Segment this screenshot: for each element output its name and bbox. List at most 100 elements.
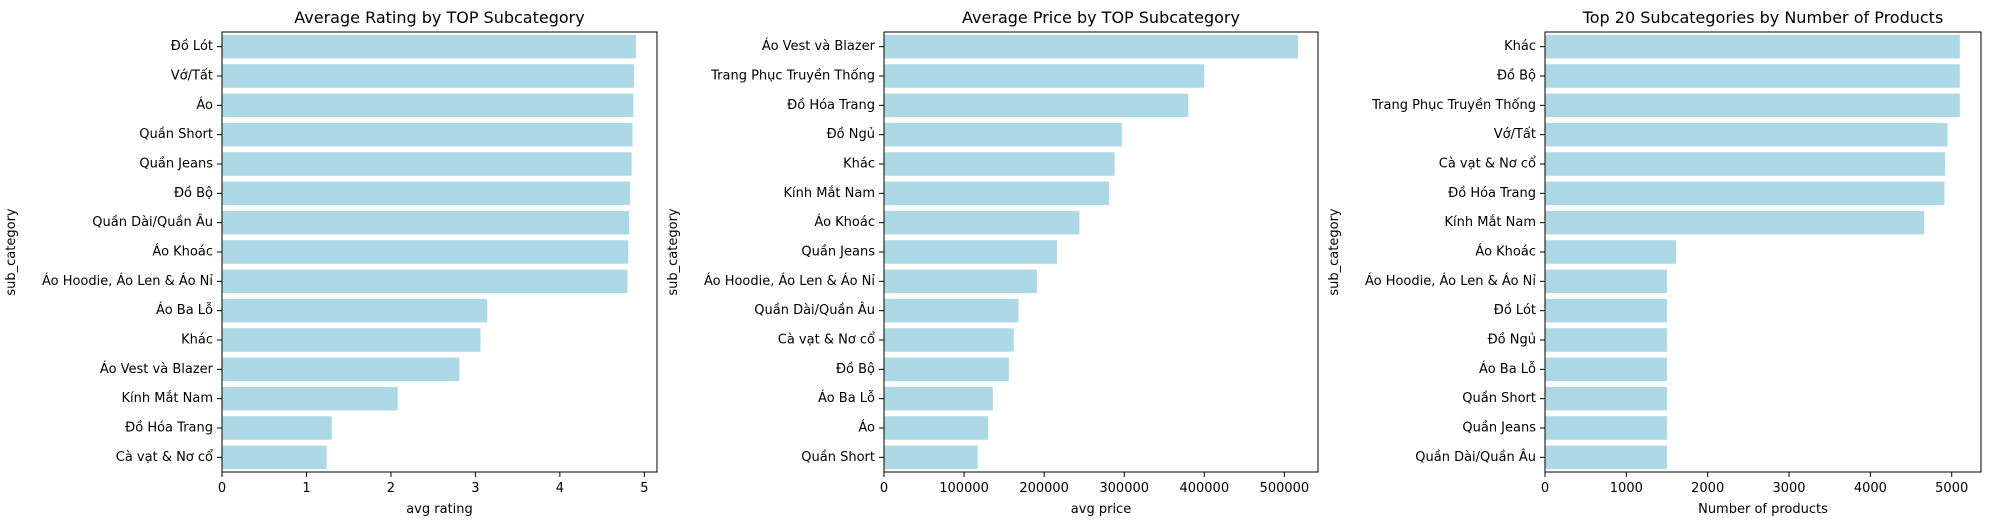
x-tick-label: 2 [387,481,395,496]
y-tick-label: Khác [1504,39,1536,54]
y-tick-label: Khác [181,333,213,348]
bar [884,122,1122,147]
bar [1545,152,1946,176]
y-tick-label: Áo Ba Lỗ [1479,361,1536,377]
x-tick-label: 500000 [1260,481,1310,496]
chart-panel-2: Áo Vest và Blazer Trang Phục Truyền Thống… [666,8,1319,517]
y-tick-label: Quần Dài/Quần Âu [92,214,213,230]
bar [1545,64,1960,88]
y-tick-label: Đồ Lót [1494,303,1536,318]
y-tick-label: Áo Vest và Blazer [100,361,214,377]
bar [1545,122,1948,147]
bar [222,210,630,235]
x-axis-label: Number of products [1698,502,1828,517]
bar [222,240,629,264]
x-tick-label: 2000 [1691,481,1724,496]
y-tick-label: Áo Ba Lỗ [156,302,213,318]
y-tick-label: Đồ Bộ [1497,69,1536,84]
bar [222,64,635,88]
bar [884,181,1110,206]
bar [222,328,481,352]
bar [1545,269,1668,294]
bar [884,357,1009,382]
plot-frame [1544,31,1982,473]
x-tick-label: 3 [471,481,479,496]
x-axis-label: avg price [1071,502,1131,517]
y-tick-label: Quần Short [801,450,875,465]
bar [222,152,632,176]
bar [222,357,460,382]
x-tick-label: 3000 [1772,481,1805,496]
bar [1545,357,1668,382]
y-tick-label: Quần Short [1462,391,1536,406]
bar [884,298,1019,323]
y-tick-label: Kính Mắt Nam [1444,215,1536,230]
bar [884,34,1298,59]
bar [1545,298,1668,323]
y-tick-label: Đồ Ngủ [1488,333,1536,348]
bar [1545,240,1676,264]
x-tick-label: 5000 [1935,481,1968,496]
x-tick-label: 300000 [1099,481,1149,496]
chart-title: Average Price by TOP Subcategory [962,8,1240,27]
y-tick-label: Áo Vest và Blazer [762,38,876,54]
bar [222,298,488,323]
y-tick-label: Trang Phục Truyền Thống [1371,98,1536,113]
y-tick-label: Cà vạt & Nơ cổ [778,333,875,348]
y-tick-label: Đồ Hóa Trang [125,421,213,436]
bar [884,269,1037,294]
bar [222,93,634,118]
bar [1545,34,1960,59]
x-tick-label: 200000 [1019,481,1069,496]
plot-frame [221,31,658,473]
x-tick-label: 400000 [1179,481,1229,496]
y-tick-label: Vớ/Tất [1494,127,1536,142]
y-tick-label: Trang Phục Truyền Thống [710,69,875,84]
y-tick-label: Đồ Ngủ [827,127,875,142]
bar [1545,210,1925,235]
x-tick-label: 5 [640,481,648,496]
x-tick-label: 1000 [1610,481,1643,496]
x-tick-label: 4 [556,481,564,496]
chart-title: Average Rating by TOP Subcategory [294,8,584,27]
y-tick-label: Áo Hoodie, Áo Len & Áo Nỉ [42,273,213,289]
y-tick-label: Đồ Bộ [174,186,213,201]
bar [1545,181,1945,206]
bar [1545,328,1668,352]
x-tick-label: 1 [302,481,310,496]
y-tick-label: Đồ Bộ [836,362,875,377]
y-tick-label: Quần Jeans [801,245,875,260]
y-tick-label: Áo Khoác [1475,244,1536,260]
y-tick-label: Kính Mắt Nam [783,186,875,201]
y-tick-label: Đồ Lót [171,39,213,54]
chart-panel-3: Khác Đồ Bộ Trang Phục Truyền Thống Vớ/Tất Cà… [1327,8,1982,517]
y-tick-label: Áo Hoodie, Áo Len & Áo Nỉ [1365,273,1536,289]
y-tick-label: Quần Dài/Quần Âu [754,302,875,318]
bar [884,386,993,411]
bar [884,64,1205,88]
bar [884,416,989,440]
bar [1545,416,1668,440]
bar [222,386,398,411]
y-axis-label: sub_category [4,208,19,296]
bar [884,93,1189,118]
bar [222,416,332,440]
x-tick-label: 4000 [1854,481,1887,496]
y-tick-label: Áo Khoác [152,244,213,260]
x-tick-label: 100000 [939,481,989,496]
chart-panel-1: Đồ Lót Vớ/Tất Áo Quần Short Quần Jeans Đồ Bộ Q… [4,8,658,517]
y-tick-label: Quần Short [139,127,213,142]
y-axis-label: sub_category [666,208,681,296]
y-tick-label: Áo Hoodie, Áo Len & Áo Nỉ [704,273,875,289]
bar [222,122,633,147]
y-tick-label: Đồ Hóa Trang [1448,186,1536,201]
bar [884,445,978,470]
bar [884,240,1057,264]
y-tick-label: Áo Khoác [814,214,875,230]
bar [222,34,636,59]
x-tick-label: 0 [1541,481,1549,496]
bar [222,445,327,470]
x-axis-label: avg rating [406,502,473,517]
y-tick-label: Quần Dài/Quần Âu [1415,449,1536,465]
bar [884,328,1014,352]
